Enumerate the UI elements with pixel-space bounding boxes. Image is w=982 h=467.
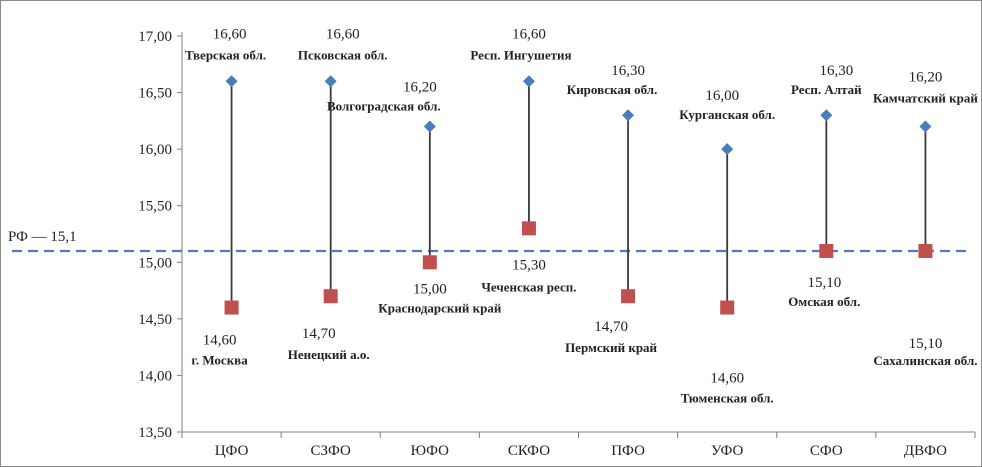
min-point: [621, 289, 636, 304]
max-region-label: Респ. Алтай: [791, 82, 862, 97]
min-value-label: 14,60: [710, 371, 744, 387]
min-region-label: Пермский край: [565, 340, 657, 355]
y-tick-label: 13,50: [138, 425, 172, 441]
min-value-label: 15,10: [909, 336, 943, 352]
min-region-label: Омская обл.: [788, 294, 860, 309]
min-point: [918, 243, 933, 258]
max-value-label: 16,60: [213, 26, 247, 42]
y-tick-label: 16,50: [138, 86, 172, 102]
max-value-label: 16,60: [326, 26, 360, 42]
max-point: [225, 75, 238, 88]
min-region-label: Краснодарский край: [378, 300, 502, 315]
x-tick-label: СЗФО: [310, 443, 351, 459]
min-value-label: 14,70: [594, 319, 628, 335]
max-point: [522, 75, 535, 88]
y-tick-label: 14,00: [138, 368, 172, 384]
min-region-label: г. Москва: [191, 353, 248, 368]
x-tick-label: ЦФО: [215, 443, 249, 459]
x-tick-label: СКФО: [508, 443, 550, 459]
min-region-label: Тюменская обл.: [681, 391, 774, 406]
max-value-label: 16,00: [705, 88, 739, 104]
x-tick-label: СФО: [810, 443, 843, 459]
max-point: [919, 120, 932, 133]
min-value-label: 15,30: [512, 257, 546, 273]
max-region-label: Курганская обл.: [679, 107, 775, 122]
max-point: [820, 109, 833, 122]
min-point: [819, 243, 834, 258]
min-value-label: 14,60: [203, 333, 237, 349]
max-region-label: Тверская обл.: [185, 47, 266, 62]
max-region-label: Волгоградская обл.: [327, 99, 441, 114]
y-tick-label: 17,00: [138, 29, 172, 45]
y-tick-label: 15,00: [138, 255, 172, 271]
min-point: [323, 289, 338, 304]
min-point: [521, 221, 536, 236]
x-tick-label: ЮФО: [411, 443, 449, 459]
reference-line-label: РФ — 15,1: [8, 229, 77, 245]
min-region-label: Сахалинская обл.: [873, 353, 977, 368]
max-region-label: Псковская обл.: [298, 47, 388, 62]
min-value-label: 15,10: [807, 275, 841, 291]
min-value-label: 15,00: [413, 281, 447, 297]
max-region-label: Кировская обл.: [567, 82, 658, 97]
max-point: [622, 109, 635, 122]
min-point: [224, 300, 239, 315]
x-tick-label: ПФО: [611, 443, 645, 459]
min-point: [422, 255, 437, 270]
max-point: [423, 120, 436, 133]
max-value-label: 16,30: [819, 63, 853, 79]
max-value-label: 16,20: [403, 80, 437, 96]
max-value-label: 16,30: [611, 63, 645, 79]
max-point: [324, 75, 337, 88]
min-value-label: 14,70: [302, 326, 336, 342]
max-value-label: 16,20: [909, 70, 943, 86]
y-tick-label: 15,50: [138, 199, 172, 215]
max-point: [721, 143, 734, 156]
min-region-label: Ненецкий а.о.: [288, 347, 370, 362]
y-tick-label: 14,50: [138, 312, 172, 328]
max-region-label: Камчатский край: [873, 91, 978, 106]
x-tick-label: ДВФО: [904, 443, 947, 459]
min-region-label: Чеченская респ.: [481, 279, 576, 294]
max-region-label: Респ. Ингушетия: [470, 47, 571, 62]
y-tick-label: 16,00: [138, 142, 172, 158]
max-value-label: 16,60: [512, 26, 546, 42]
x-tick-label: УФО: [711, 443, 744, 459]
min-point: [720, 300, 735, 315]
